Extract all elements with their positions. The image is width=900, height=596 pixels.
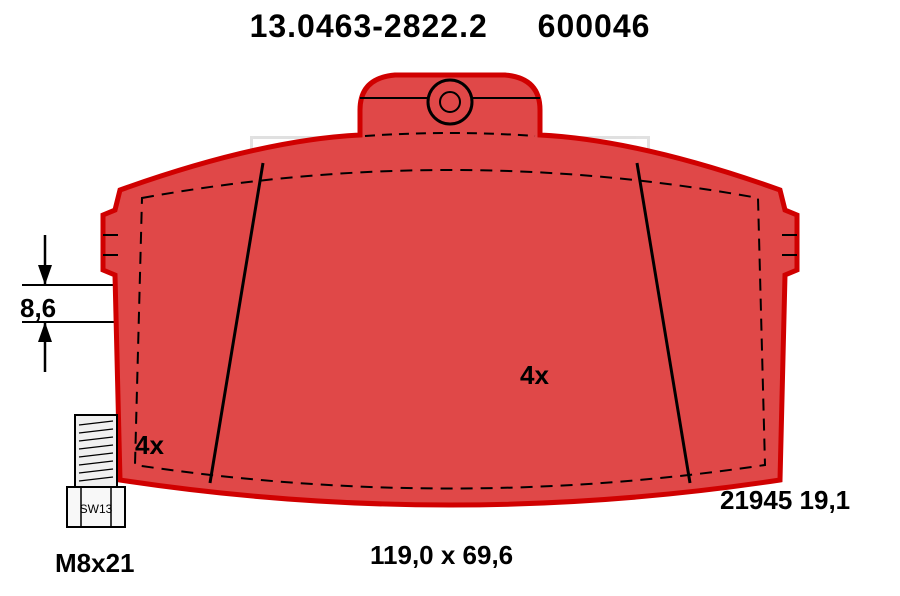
qty-bolt: 4x [135,430,164,461]
code-right: 21945 19,1 [720,485,850,516]
bolt-hex-label: SW13 [80,502,113,516]
brake-pad-shape [103,75,797,505]
thickness-label: 8,6 [20,293,56,324]
size-label: 119,0 x 69,6 [370,540,513,571]
bolt-spec: M8x21 [55,548,135,579]
bolt-illustration: SW13 [67,415,125,527]
qty-center: 4x [520,360,549,391]
header-bar: 13.0463-2822.2 600046 [0,0,900,45]
part-number: 13.0463-2822.2 [250,8,488,44]
diagram: Ate [0,60,900,596]
product-code: 600046 [538,8,651,44]
